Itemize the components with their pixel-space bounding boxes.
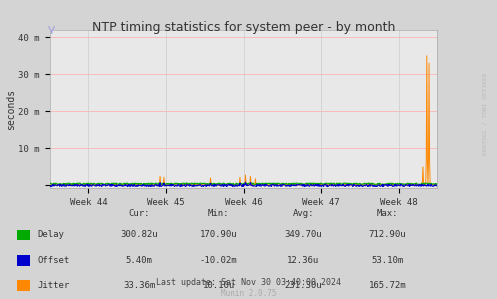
Text: 33.36m: 33.36m xyxy=(123,281,155,290)
Text: 231.30u: 231.30u xyxy=(284,281,322,290)
Text: NTP timing statistics for system peer - by month: NTP timing statistics for system peer - … xyxy=(92,21,395,34)
Text: Cur:: Cur: xyxy=(128,209,150,218)
Text: 10.10u: 10.10u xyxy=(203,281,235,290)
Text: 300.82u: 300.82u xyxy=(120,230,158,239)
Text: Delay: Delay xyxy=(37,230,64,239)
Text: Jitter: Jitter xyxy=(37,281,70,290)
Text: Munin 2.0.75: Munin 2.0.75 xyxy=(221,289,276,298)
Text: 12.36u: 12.36u xyxy=(287,256,319,265)
Text: Offset: Offset xyxy=(37,256,70,265)
Text: Min:: Min: xyxy=(208,209,230,218)
Y-axis label: seconds: seconds xyxy=(5,89,16,130)
Text: Avg:: Avg: xyxy=(292,209,314,218)
Text: Last update: Sat Nov 30 03:40:00 2024: Last update: Sat Nov 30 03:40:00 2024 xyxy=(156,278,341,287)
Text: Max:: Max: xyxy=(377,209,399,218)
Text: -10.02m: -10.02m xyxy=(200,256,238,265)
Text: 53.10m: 53.10m xyxy=(372,256,404,265)
Text: 5.40m: 5.40m xyxy=(126,256,153,265)
Text: 712.90u: 712.90u xyxy=(369,230,407,239)
Text: 170.90u: 170.90u xyxy=(200,230,238,239)
Text: 165.72m: 165.72m xyxy=(369,281,407,290)
Text: 349.70u: 349.70u xyxy=(284,230,322,239)
Text: RRDTOOL / TOBI OETIKER: RRDTOOL / TOBI OETIKER xyxy=(482,72,487,155)
